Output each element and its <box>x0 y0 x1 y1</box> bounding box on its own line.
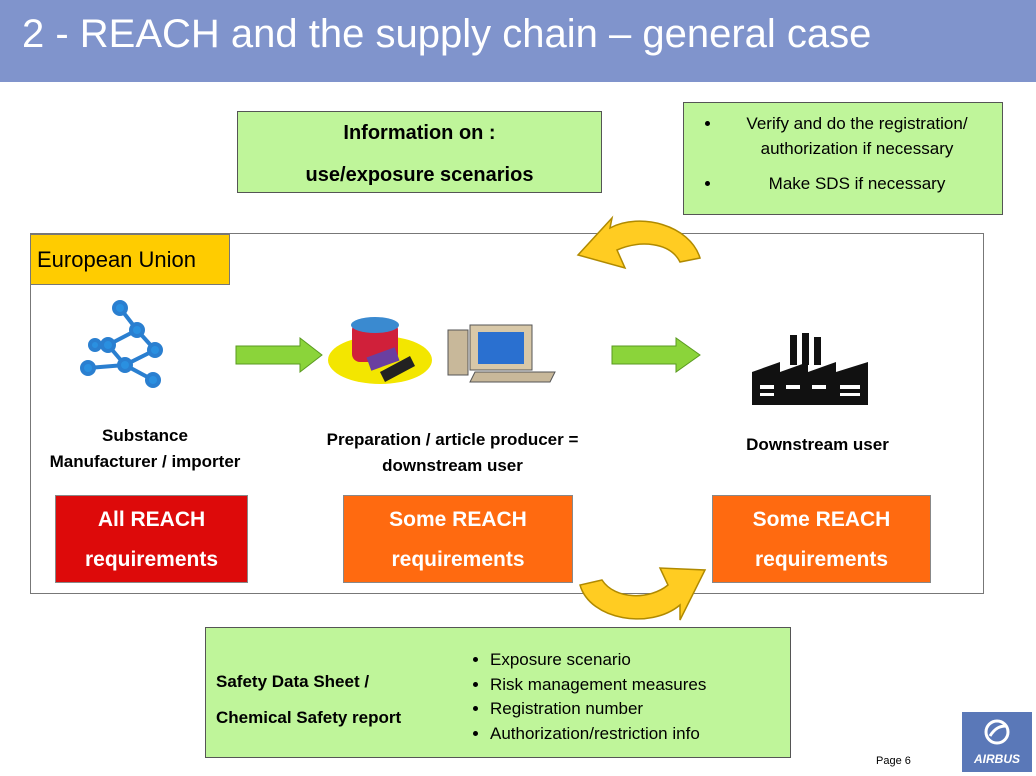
sds-item: Registration number <box>490 697 706 722</box>
text-line: Substance <box>35 423 255 449</box>
text-line: requirements <box>713 540 930 580</box>
text-line: downstream user <box>295 453 610 479</box>
molecule-icon <box>82 302 161 386</box>
logo-mark <box>962 712 1032 752</box>
text-line: Chemical Safety report <box>216 700 401 736</box>
actor-label: Downstream user <box>715 432 920 458</box>
text-line: Manufacturer / importer <box>35 449 255 475</box>
text-line: Some REACH <box>713 500 930 540</box>
flow-arrow <box>236 338 322 372</box>
requirement-box: All REACH requirements <box>55 495 248 583</box>
text-line: All REACH <box>56 500 247 540</box>
sds-list: Exposure scenario Risk management measur… <box>472 648 706 746</box>
sds-item: Exposure scenario <box>490 648 706 673</box>
actor-label: Substance Manufacturer / importer <box>35 423 255 475</box>
sds-box: Safety Data Sheet / Chemical Safety repo… <box>205 627 791 758</box>
factory-icon <box>752 333 868 405</box>
cycle-arrow <box>578 218 705 620</box>
text-line: requirements <box>344 540 572 580</box>
logo-text: AIRBUS <box>962 752 1032 766</box>
page: {"header": {"title": "2 - REACH and the … <box>0 0 1036 776</box>
paint-icon <box>328 317 432 384</box>
text-line: Safety Data Sheet / <box>216 664 401 700</box>
sds-item: Risk management measures <box>490 673 706 698</box>
text-line: Preparation / article producer = <box>295 427 610 453</box>
airbus-logo: AIRBUS <box>962 712 1032 772</box>
requirement-box: Some REACH requirements <box>712 495 931 583</box>
page-number: Page 6 <box>876 755 911 767</box>
slide: 2 - REACH and the supply chain – general… <box>0 0 1036 776</box>
requirement-box: Some REACH requirements <box>343 495 573 583</box>
actor-label: Preparation / article producer = downstr… <box>295 427 610 479</box>
text-line: Downstream user <box>715 432 920 458</box>
text-line: Some REACH <box>344 500 572 540</box>
computer-icon <box>448 325 555 382</box>
sds-label: Safety Data Sheet / Chemical Safety repo… <box>216 664 401 736</box>
sds-item: Authorization/restriction info <box>490 722 706 747</box>
text-line: requirements <box>56 540 247 580</box>
flow-arrow <box>612 338 700 372</box>
